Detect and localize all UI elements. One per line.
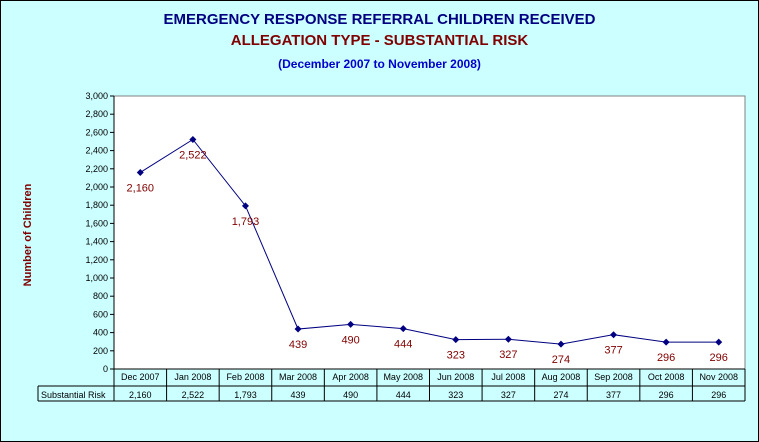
y-tick-label: 2,800 [85,109,108,119]
plot-area [113,95,746,370]
y-tick-label: 1,400 [85,237,108,247]
x-tick-label: Jan 2008 [174,372,211,382]
table-cell-value: 327 [501,390,516,400]
data-label: 490 [341,334,359,346]
data-label: 2,160 [127,182,155,194]
x-tick-label: Dec 2007 [121,372,160,382]
data-point [294,325,302,333]
table-cell-value: 444 [396,390,411,400]
table-cell-value: 296 [659,390,674,400]
table-cell-value: 1,793 [234,390,257,400]
y-tick-label: 1,600 [85,218,108,228]
x-tick-label: Jul 2008 [491,372,525,382]
data-label: 1,793 [232,216,260,228]
y-tick-label: 2,200 [85,164,108,174]
x-tick-label: May 2008 [383,372,423,382]
table-cell-value: 2,160 [129,390,152,400]
data-point [504,335,512,343]
y-tick-label: 2,400 [85,146,108,156]
data-point [452,336,460,344]
y-tick-label: 2,600 [85,127,108,137]
table-cell-value: 439 [291,390,306,400]
table-cell-value: 323 [448,390,463,400]
y-tick-label: 400 [93,328,108,338]
y-tick-label: 200 [93,346,108,356]
table-cell-value: 377 [606,390,621,400]
y-tick-label: 0 [103,364,108,374]
table-cell-value: 274 [553,390,568,400]
y-tick-label: 2,000 [85,182,108,192]
data-point [189,135,197,143]
data-label: 2,522 [179,149,207,161]
data-point [610,331,618,339]
y-tick-label: 1,800 [85,200,108,210]
data-label: 323 [447,350,465,362]
x-tick-label: Sep 2008 [594,372,633,382]
data-label: 274 [552,354,570,366]
x-tick-label: Nov 2008 [699,372,738,382]
y-tick-label: 1,000 [85,273,108,283]
data-point [715,338,723,346]
data-label: 439 [289,339,307,351]
x-tick-label: Feb 2008 [226,372,264,382]
data-point [557,340,565,348]
x-tick-label: Apr 2008 [332,372,369,382]
table-cell-value: 296 [711,390,726,400]
x-tick-label: Jun 2008 [437,372,474,382]
y-tick-label: 3,000 [85,91,108,101]
data-label: 296 [710,352,728,364]
table-cell-value: 2,522 [182,390,205,400]
series-line [140,138,719,345]
data-label: 296 [657,352,675,364]
x-tick-label: Oct 2008 [648,372,685,382]
y-tick-label: 1,200 [85,255,108,265]
x-tick-label: Mar 2008 [279,372,317,382]
chart-subtitle: ALLEGATION TYPE - SUBSTANTIAL RISK [230,32,529,49]
data-point [136,168,144,176]
x-tick-label: Aug 2008 [542,372,581,382]
chart-title: EMERGENCY RESPONSE REFERRAL CHILDREN REC… [163,11,596,28]
y-tick-label: 600 [93,309,108,319]
table-cell-value: 490 [343,390,358,400]
data-point [347,320,355,328]
data-point [399,325,407,333]
data-point [662,338,670,346]
chart-period: (December 2007 to November 2008) [278,57,481,71]
data-label: 377 [604,345,622,357]
data-label: 444 [394,339,412,351]
table-series-name: Substantial Risk [41,390,106,400]
data-point [241,202,249,210]
data-label: 327 [499,349,517,361]
y-tick-label: 800 [93,291,108,301]
